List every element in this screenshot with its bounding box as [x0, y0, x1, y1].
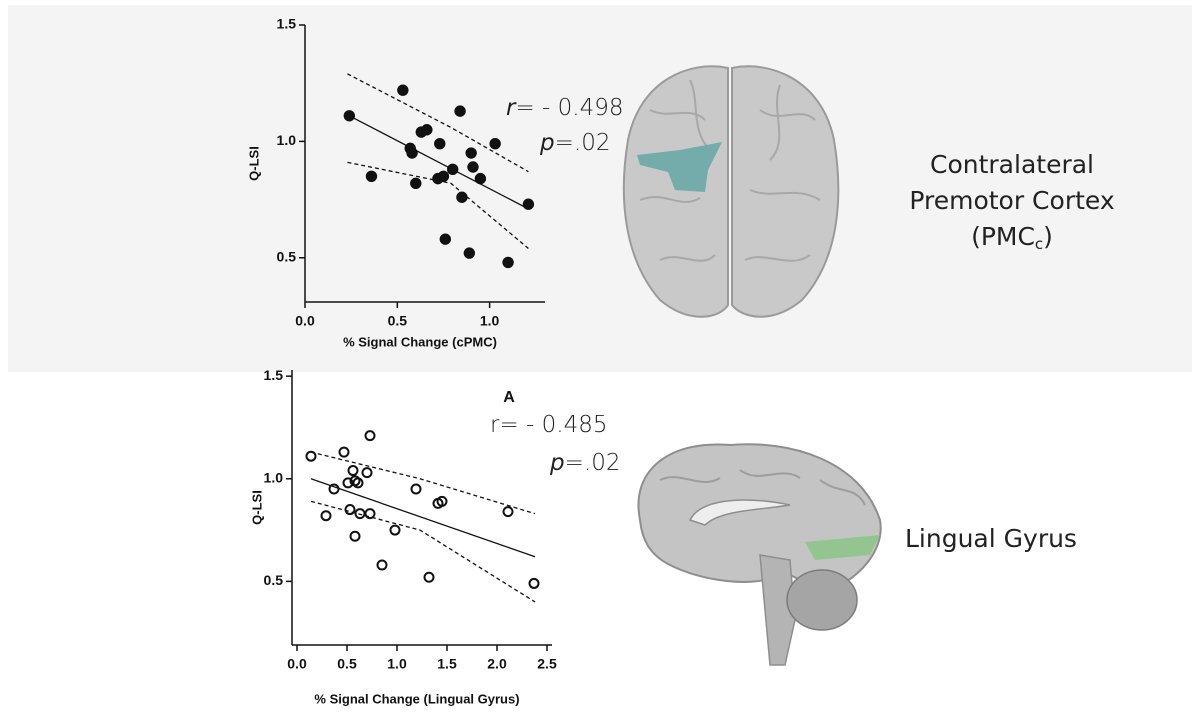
point	[454, 105, 466, 117]
point	[365, 170, 378, 183]
y-tick-label: 0.5	[277, 248, 297, 264]
point	[474, 172, 487, 185]
ci-upper	[347, 73, 529, 173]
point	[364, 508, 376, 520]
ci-lower	[310, 500, 536, 603]
fit-line	[310, 478, 536, 558]
region-label: Lingual Gyrus	[905, 524, 1077, 553]
p-symbol: p	[549, 450, 565, 476]
point	[528, 577, 540, 589]
r-value: = - 0.498	[515, 95, 623, 121]
region-abbrev-main: (PMC	[971, 222, 1035, 251]
x-tick-label: 1.0	[387, 656, 407, 672]
point	[439, 233, 452, 245]
region-label: Contralateral	[930, 150, 1094, 179]
point	[343, 110, 356, 122]
point	[410, 177, 422, 189]
region-abbrev: (PMCc)	[971, 222, 1053, 253]
point	[423, 571, 435, 583]
y-tick-label: 1.0	[264, 469, 284, 485]
y-tick-label: 1.5	[277, 16, 297, 32]
point	[344, 504, 356, 516]
x-tick-label: 0.0	[287, 656, 307, 672]
p-value: =.02	[565, 450, 621, 476]
x-axis-label: % Signal Change (Lingual Gyrus)	[314, 691, 519, 706]
point	[349, 530, 361, 542]
y-tick-label: 0.5	[264, 572, 284, 588]
point	[364, 430, 376, 442]
p-value: =.02	[555, 130, 611, 156]
point	[467, 161, 479, 173]
r-value: = - 0.485	[499, 412, 607, 438]
point	[502, 256, 514, 269]
point	[376, 559, 388, 571]
point	[432, 497, 444, 509]
fit-line	[349, 115, 529, 210]
point	[465, 147, 477, 159]
ci-upper	[310, 451, 536, 515]
y-axis-label: Q-LSI	[249, 490, 264, 525]
point	[397, 84, 409, 96]
x-tick-label: 1.5	[437, 656, 457, 672]
brain-top-view	[622, 65, 840, 318]
top-panel-background	[8, 5, 1192, 372]
y-tick-label: 1.0	[277, 132, 297, 148]
x-tick-label: 2.5	[537, 656, 557, 672]
region-abbrev-close: )	[1043, 222, 1053, 251]
p-annotation: p=.02	[549, 450, 620, 476]
y-axis-label: Q-LSI	[246, 146, 261, 181]
r-annotation: r= - 0.498	[506, 95, 624, 121]
point	[522, 198, 535, 210]
panel-label: A	[503, 389, 515, 406]
x-tick-label: 0.0	[295, 313, 315, 329]
point	[463, 247, 476, 259]
point	[338, 446, 350, 458]
point	[489, 138, 501, 150]
point	[437, 170, 450, 183]
brain-sagittal-view	[637, 443, 882, 666]
x-axis-label: % Signal Change (cPMC)	[343, 334, 497, 349]
r-symbol: r	[506, 95, 517, 121]
p-annotation: p=.02	[539, 130, 610, 156]
region-abbrev-sub: c	[1035, 235, 1043, 253]
r-symbol: r	[490, 412, 500, 438]
ci-lower	[347, 161, 529, 249]
p-symbol: p	[539, 130, 555, 156]
point	[328, 483, 340, 495]
point	[421, 124, 433, 136]
y-tick-label: 1.5	[264, 367, 284, 383]
point	[446, 163, 459, 176]
point	[456, 191, 468, 203]
point	[352, 477, 364, 489]
point	[305, 450, 317, 462]
point	[410, 483, 422, 495]
x-tick-label: 1.0	[480, 313, 500, 329]
x-tick-label: 0.5	[388, 313, 408, 329]
point	[347, 465, 359, 477]
r-annotation: r= - 0.485	[490, 412, 608, 438]
region-label: Premotor Cortex	[909, 186, 1114, 215]
point	[389, 524, 401, 536]
point	[361, 467, 373, 479]
x-tick-label: 2.0	[487, 656, 507, 672]
point	[320, 510, 332, 522]
point	[406, 147, 418, 159]
point	[502, 506, 514, 518]
point	[434, 138, 446, 150]
x-tick-label: 0.5	[337, 656, 357, 672]
